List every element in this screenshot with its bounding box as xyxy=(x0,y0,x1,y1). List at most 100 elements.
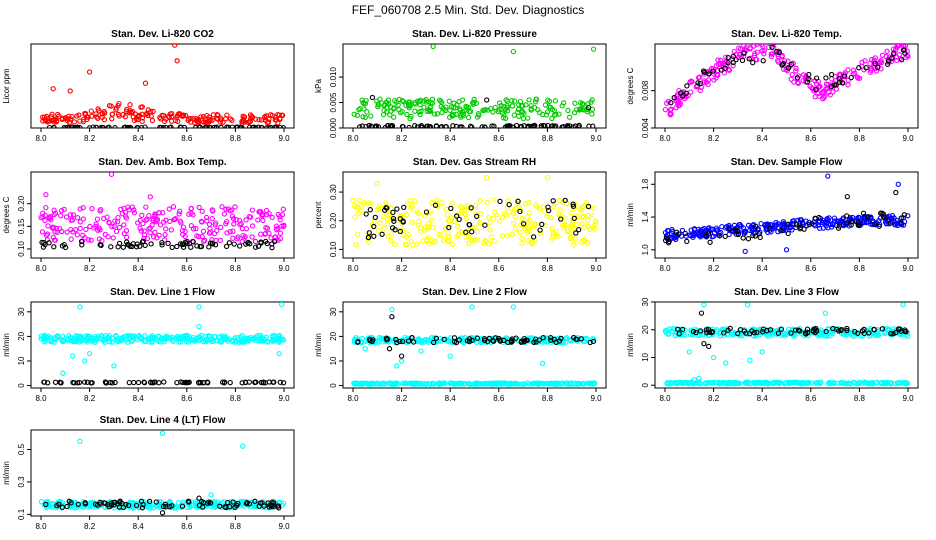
data-point xyxy=(399,98,406,104)
data-point xyxy=(690,232,696,239)
data-point xyxy=(820,225,826,231)
data-point xyxy=(43,501,49,508)
data-point xyxy=(246,501,253,507)
data-point xyxy=(740,225,747,231)
data-point xyxy=(586,104,592,111)
data-point xyxy=(350,197,356,204)
data-point xyxy=(536,109,543,116)
data-point xyxy=(381,225,387,231)
y-axis-label: ml/min xyxy=(626,203,635,227)
data-point xyxy=(280,206,286,212)
data-point xyxy=(429,100,436,106)
data-point xyxy=(252,498,258,504)
data-point xyxy=(258,231,264,237)
data-point xyxy=(144,235,151,242)
data-point xyxy=(559,124,565,128)
data-point xyxy=(458,204,464,210)
data-point xyxy=(170,204,177,210)
data-point xyxy=(131,117,138,124)
data-point xyxy=(526,210,533,216)
data-point xyxy=(568,210,574,216)
data-point xyxy=(491,197,497,203)
data-point xyxy=(806,380,812,386)
data-point xyxy=(730,62,736,69)
data-point xyxy=(530,380,536,387)
data-point xyxy=(730,59,736,66)
data-point xyxy=(491,238,497,244)
data-point xyxy=(736,222,742,228)
data-point xyxy=(384,221,391,227)
data-point xyxy=(396,96,403,103)
plot-frame xyxy=(30,429,295,517)
data-point xyxy=(174,243,180,250)
data-point xyxy=(400,98,407,105)
data-point xyxy=(255,217,261,223)
data-point xyxy=(84,337,90,343)
data-point xyxy=(474,228,481,235)
data-point xyxy=(794,75,801,81)
data-point xyxy=(273,226,280,233)
data-point xyxy=(454,234,460,240)
data-point xyxy=(106,504,112,510)
x-tick-label: 8.0 xyxy=(35,394,47,403)
data-point xyxy=(410,242,416,248)
data-point xyxy=(879,326,886,332)
data-point xyxy=(683,90,689,96)
data-point xyxy=(138,104,144,110)
data-point xyxy=(665,227,671,234)
data-point xyxy=(159,239,165,246)
data-point xyxy=(788,76,794,82)
data-point xyxy=(198,243,205,250)
data-point xyxy=(369,94,376,101)
data-point xyxy=(697,328,704,334)
data-point xyxy=(61,241,67,248)
data-point xyxy=(567,381,573,387)
data-point xyxy=(420,238,426,244)
data-point xyxy=(785,230,791,237)
data-point xyxy=(95,106,101,112)
data-point xyxy=(222,379,228,385)
data-point xyxy=(414,124,421,128)
data-point xyxy=(499,214,506,221)
data-point xyxy=(215,112,221,119)
data-point xyxy=(739,57,746,64)
x-tick-label: 8.0 xyxy=(347,394,359,403)
data-point xyxy=(529,335,536,341)
data-point xyxy=(550,198,556,204)
data-point xyxy=(247,119,253,125)
data-point xyxy=(199,219,205,225)
data-point xyxy=(762,379,769,386)
data-point xyxy=(146,498,153,505)
data-point xyxy=(263,238,269,245)
data-point xyxy=(439,99,445,106)
data-point xyxy=(424,238,430,244)
data-point xyxy=(498,102,504,109)
y-axis-label: ml/min xyxy=(2,461,11,485)
data-point xyxy=(355,339,361,345)
data-point xyxy=(565,228,571,234)
data-point xyxy=(230,499,236,505)
data-point xyxy=(585,203,592,210)
data-point xyxy=(427,108,434,114)
data-point xyxy=(487,220,493,226)
data-point xyxy=(813,86,819,93)
data-point xyxy=(486,214,492,221)
data-point xyxy=(82,110,89,117)
data-point xyxy=(429,217,435,223)
data-point xyxy=(353,241,359,248)
data-point xyxy=(718,57,724,64)
data-point xyxy=(162,501,169,507)
data-point xyxy=(239,225,246,232)
data-point xyxy=(574,381,581,387)
data-point xyxy=(579,381,586,387)
data-point xyxy=(572,100,578,106)
data-point xyxy=(279,112,285,118)
data-point xyxy=(849,219,855,225)
data-point xyxy=(552,98,559,104)
data-point xyxy=(70,229,76,235)
x-tick-label: 8.6 xyxy=(493,264,505,273)
data-point xyxy=(264,125,270,128)
data-point xyxy=(697,80,703,87)
data-point xyxy=(113,228,120,235)
